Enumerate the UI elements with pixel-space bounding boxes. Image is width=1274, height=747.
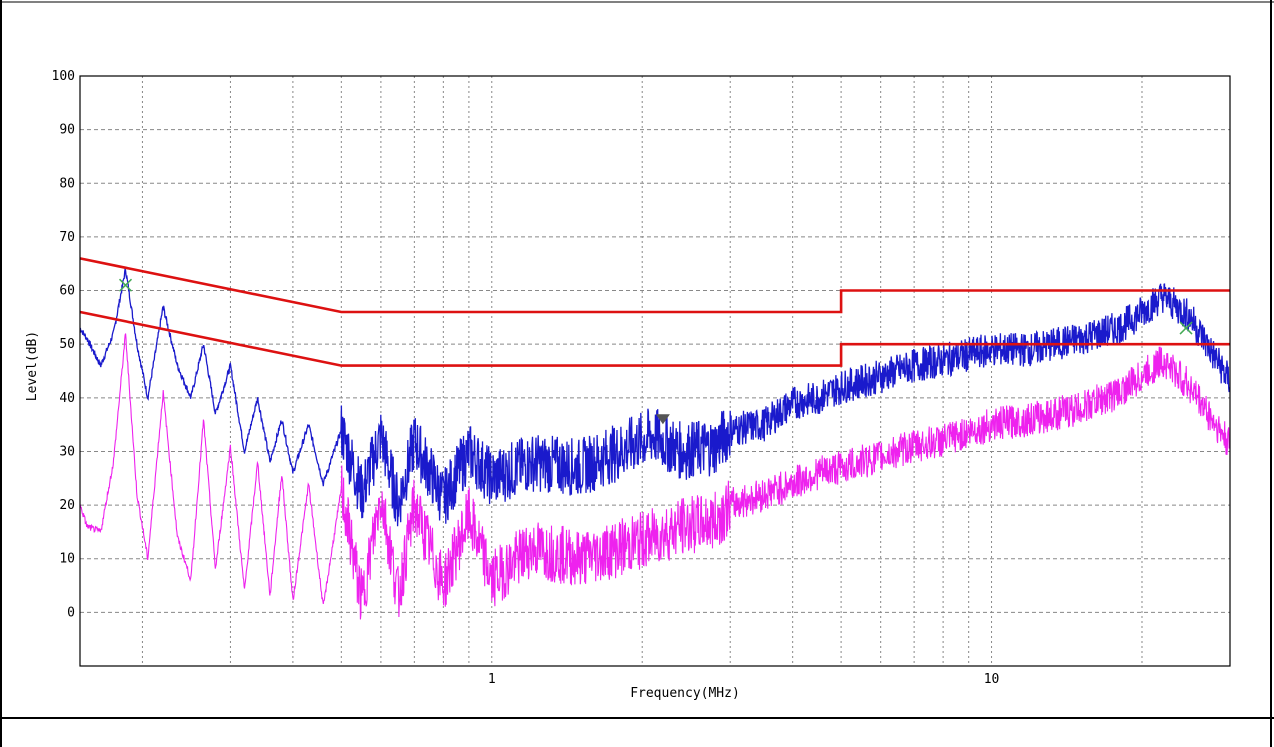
series: [79, 268, 1231, 620]
marker-x-1: [118, 278, 133, 292]
marker-triangle-2: [655, 414, 670, 425]
x-tick-1: 1: [488, 672, 496, 687]
y-tick-10: 10: [59, 552, 75, 567]
limit-line-1: [79, 257, 1230, 314]
trace-peak: [79, 268, 1231, 527]
x-tick-10: 10: [984, 672, 1000, 687]
limit-lines: [79, 257, 1230, 367]
y-tick-40: 40: [59, 391, 75, 406]
y-tick-90: 90: [59, 123, 75, 138]
marker-x-stroke: [1179, 321, 1193, 335]
y-tick-80: 80: [59, 176, 75, 191]
y-tick-60: 60: [59, 284, 75, 299]
trace-average: [79, 333, 1231, 620]
limit-line-2: [79, 310, 1230, 367]
y-tick-100: 100: [52, 69, 75, 84]
x-axis-label: Frequency(MHz): [630, 686, 740, 701]
y-tick-30: 30: [59, 444, 75, 459]
marker-x-3: [1179, 321, 1193, 335]
y-tick-50: 50: [59, 337, 75, 352]
y-tick-0: 0: [67, 605, 75, 620]
marker-x-stroke: [118, 278, 133, 292]
y-tick-20: 20: [59, 498, 75, 513]
y-tick-70: 70: [59, 230, 75, 245]
plot-border: [79, 75, 1231, 667]
y-axis-label: Level(dB): [25, 331, 40, 401]
markers: [118, 278, 1193, 425]
